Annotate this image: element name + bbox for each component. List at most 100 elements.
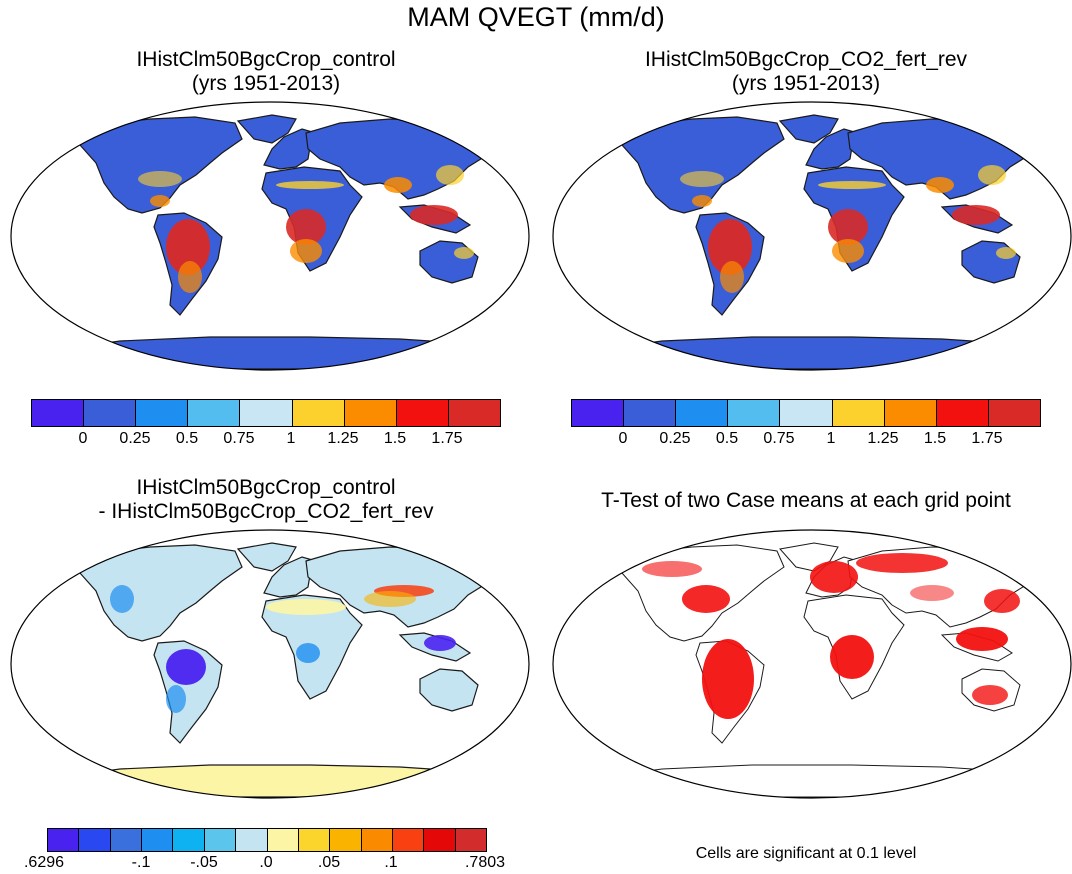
colorbar-box [988,400,1040,426]
se-asia-neg [424,635,456,651]
us-east-mid [680,171,724,187]
colorbar-box [267,829,299,851]
colorbar-tick: 0.5 [715,430,739,447]
colorbar-tick: 0 [618,430,628,447]
map-frame [552,529,1072,799]
colorbar-box [79,829,111,851]
colorbar-box [204,829,237,851]
amazon-mid [178,261,202,293]
panel-1-title-line1: IHistClm50BgcCrop_control [136,48,396,71]
colorbar-tick: 1.75 [431,430,463,447]
central-am-mid [692,195,712,207]
continent-au [419,668,479,712]
panel-1-title-line2: (yrs 1951-2013) [191,72,341,95]
colorbar-tick: 0.75 [223,430,255,447]
panel-1-title: IHistClm50BgcCrop_control (yrs 1951-2013… [36,48,496,96]
panel-2-title-line1: IHistClm50BgcCrop_CO2_fert_rev [644,48,968,71]
colorbar-box [136,400,189,426]
figure-title: MAM QVEGT (mm/d) [407,2,665,32]
colorbar-tick: 1 [286,430,296,447]
india-mid [926,177,954,193]
colorbar-box [330,829,362,851]
congo-high [286,209,326,245]
continent-gr [236,114,297,144]
colorbar-box [110,829,143,851]
map-panel-control [10,101,530,371]
map-field [608,114,1039,370]
colorbar-tick: .0 [259,854,273,871]
continent-antarctica [68,764,480,798]
continent-antarctica [610,336,1022,370]
sahara-band [266,599,346,615]
east-asia-mid [978,165,1006,185]
colorbar-box [361,829,393,851]
map-panel-ttest [552,529,1072,799]
colorbar-tick: 0.25 [659,430,691,447]
central-am-mid [150,195,170,207]
colorbar-box [884,400,937,426]
amazon-mid [720,261,744,293]
sig-na-north [642,561,702,577]
panel-4-title: T-Test of two Case means at each grid po… [546,489,1066,513]
south-am-neg [166,685,186,713]
continent-au [419,240,479,284]
colorbar-box [298,829,331,851]
sig-russia [856,553,948,573]
colorbar-tick: -.05 [190,854,218,871]
australia-edge [996,247,1016,259]
colorbar-box [173,829,205,851]
east-asia-mid [436,165,464,185]
panel-3-title-line2: - IHistClm50BgcCrop_CO2_fert_rev [98,500,434,523]
sig-europe [810,561,858,593]
continent-gr [236,542,297,572]
sig-east-asia [984,589,1020,613]
map-field [66,542,497,798]
map-panel-co2-fert-rev [552,101,1072,371]
panel-3-title-line1: IHistClm50BgcCrop_control [136,476,396,499]
colorbar-tick: .1 [384,854,398,871]
colorbar-tick: 1.5 [383,430,407,447]
map-field [609,542,1039,798]
map-panel-difference [10,529,530,799]
colorbar-box [396,400,449,426]
colorbar-box [936,400,989,426]
panel-2-title: IHistClm50BgcCrop_CO2_fert_rev (yrs 1951… [576,48,1036,96]
colorbar-box [32,400,85,426]
colorbar-box [624,400,677,426]
colorbar-box [48,829,80,851]
map-field [66,114,497,370]
colorbar-tick: 0.5 [175,430,199,447]
colorbar-tick: -.1 [131,854,151,871]
colorbar-box [344,400,397,426]
colorbar-tick: .6296 [23,854,65,871]
sig-africa [830,635,874,679]
colorbar-box [142,829,174,851]
colorbar-box [236,829,268,851]
continent-antarctica [68,336,480,370]
amazon-neg [166,649,206,685]
continent-gr [778,114,839,144]
sig-se-asia [956,627,1008,651]
se-asia-high [410,205,458,225]
colorbar-tick: 0.25 [119,430,151,447]
colorbar-co2-fert-rev [571,399,1041,427]
congo-high [828,209,868,245]
sahel-band [276,181,344,189]
india-mid [384,177,412,193]
amazon-high [166,219,210,275]
panel-4-title-line1: T-Test of two Case means at each grid po… [601,489,1011,512]
continent-antarctica [610,764,1022,798]
colorbar-tick: .7803 [464,854,506,871]
colorbar-box [832,400,885,426]
sahel-band [818,181,886,189]
amazon-high [708,219,752,275]
map-frame [552,101,1072,371]
colorbar-tick: 0.75 [763,430,795,447]
colorbar-tick: .05 [317,854,341,871]
na-west-neg [110,585,134,613]
colorbar-box [292,400,345,426]
panel-2-title-line2: (yrs 1951-2013) [731,72,881,95]
colorbar-difference [47,828,487,852]
se-asia-high [952,205,1000,225]
colorbar-tick: 0 [78,430,88,447]
